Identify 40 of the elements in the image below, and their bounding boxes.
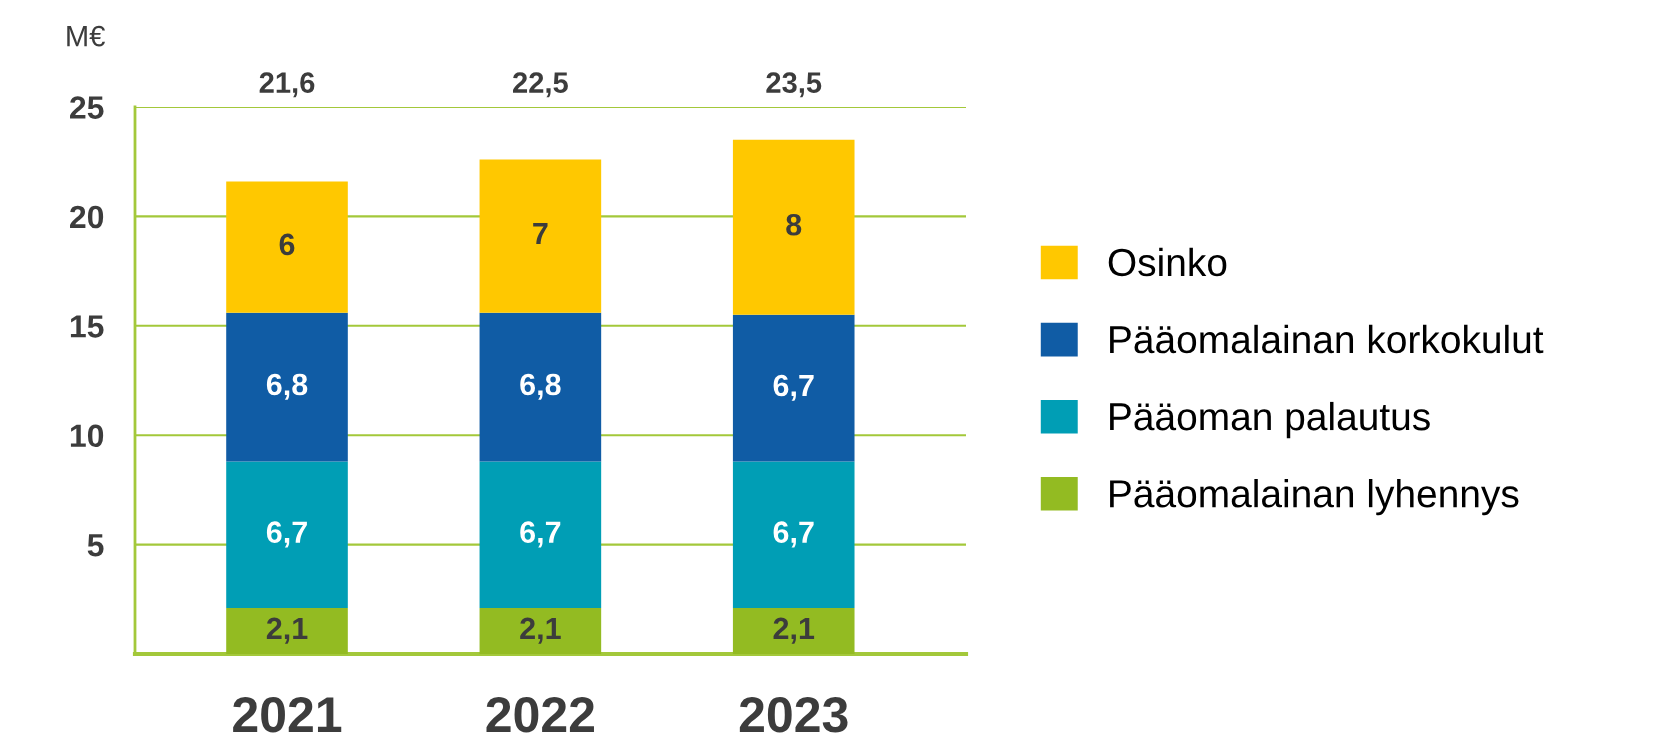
bar <box>226 312 348 462</box>
x-tick-label: 2021 <box>233 696 342 733</box>
x-tick-label: 2022 <box>486 696 594 733</box>
y-tick-label: 25 <box>70 96 104 119</box>
data-label: 2,1 <box>266 617 308 644</box>
total-label: 21,6 <box>259 72 315 98</box>
x-tick-label: 2023 <box>739 696 848 733</box>
legend-label: Pääomalainan lyhennys <box>1110 479 1519 516</box>
data-label: 7 <box>533 222 548 244</box>
bar <box>226 608 348 654</box>
data-label: 8 <box>786 213 802 236</box>
bar <box>732 139 855 315</box>
legend-label: Pääoman palautus <box>1110 401 1430 439</box>
data-label: 6,8 <box>266 373 308 400</box>
y-tick-label: 10 <box>70 424 104 448</box>
bar <box>479 159 602 313</box>
bar <box>226 181 348 313</box>
data-label: 6,7 <box>520 521 561 548</box>
bar <box>732 461 855 609</box>
bar <box>479 312 602 462</box>
y-tick-label: 5 <box>87 534 104 557</box>
data-label: 2,1 <box>773 617 815 644</box>
bar <box>226 461 348 609</box>
y-tick-label: 15 <box>70 315 104 338</box>
bar <box>479 608 602 654</box>
total-label: 22,5 <box>513 72 568 98</box>
data-label: 6 <box>279 233 295 256</box>
data-label: 2,1 <box>520 617 561 644</box>
data-label: 6,7 <box>266 521 307 548</box>
y-tick-label: 20 <box>70 205 104 229</box>
legend-label: Pääomalainan korkokulut <box>1110 324 1544 354</box>
y-axis-title: M€ <box>67 25 105 47</box>
data-label: 6,8 <box>520 373 561 400</box>
bar <box>479 461 602 609</box>
data-label: 6,7 <box>773 374 814 401</box>
legend-label: Osinko <box>1108 247 1227 277</box>
bar <box>732 608 855 654</box>
total-label: 23,5 <box>766 72 822 98</box>
data-label: 6,7 <box>773 521 814 548</box>
bar <box>732 314 855 462</box>
